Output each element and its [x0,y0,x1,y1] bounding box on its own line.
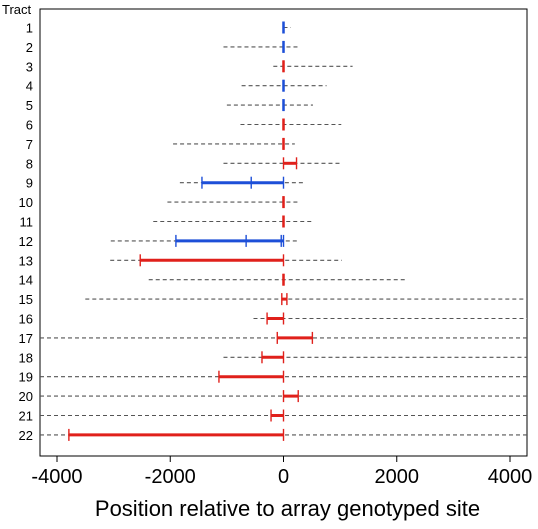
y-tick-label-12: 12 [19,234,33,249]
y-tick-label-11: 11 [20,215,34,230]
y-tick-label-7: 7 [26,137,33,152]
y-tick-label-22: 22 [19,428,33,443]
y-tick-label-6: 6 [26,118,33,133]
y-tick-label-19: 19 [19,370,33,385]
plot-frame [39,8,528,457]
y-tick-label-21: 21 [19,409,33,424]
x-tick-label--4000: -4000 [31,466,82,488]
y-tick-label-18: 18 [19,350,33,365]
y-tick-label-10: 10 [19,195,33,210]
dashed-range-lines [40,26,527,436]
y-tick-label-2: 2 [26,40,33,55]
y-tick-label-13: 13 [19,253,33,268]
y-tick-label-8: 8 [26,156,33,171]
x-tick-label-0: 0 [278,466,289,488]
x-axis-title: Position relative to array genotyped sit… [95,496,480,521]
y-tick-label-5: 5 [26,98,33,113]
y-tick-label-16: 16 [19,312,33,327]
y-tick-label-14: 14 [19,273,33,288]
x-tick-label--2000: -2000 [145,466,196,488]
x-tick-label-2000: 2000 [375,466,420,488]
y-tick-label-15: 15 [19,292,33,307]
y-tick-label-20: 20 [19,389,33,404]
x-tick-label-4000: 4000 [488,466,533,488]
y-tick-label-17: 17 [19,331,33,346]
y-tick-label-1: 1 [26,21,33,36]
y-axis-title: Tract [2,2,32,17]
y-tick-label-9: 9 [26,176,33,191]
x-axis: -4000 -2000 0 2000 4000 [31,456,532,488]
tract-lines [68,21,314,441]
y-tick-label-4: 4 [26,79,33,94]
y-tick-label-3: 3 [26,59,33,74]
